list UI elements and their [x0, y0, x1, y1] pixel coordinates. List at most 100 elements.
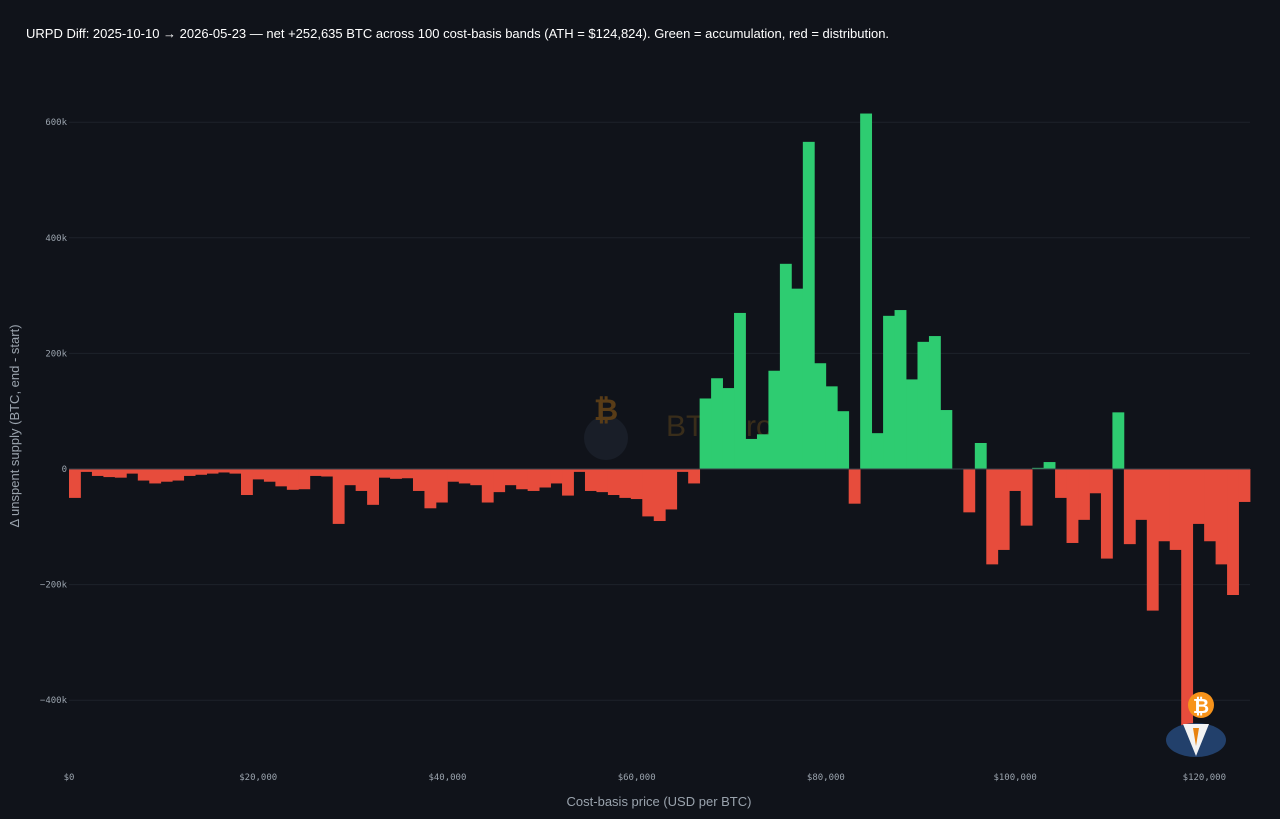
bar-distribution	[1146, 469, 1159, 611]
bar-distribution	[584, 469, 597, 491]
bar-distribution	[206, 469, 219, 474]
bar-accumulation	[825, 386, 838, 469]
bar-accumulation	[779, 263, 792, 469]
bar-distribution	[378, 469, 391, 478]
bar-distribution	[286, 469, 299, 490]
bar-distribution	[344, 469, 357, 486]
bar-accumulation	[860, 113, 873, 469]
bar-distribution	[1078, 469, 1090, 520]
bar-distribution	[447, 469, 460, 482]
bar-distribution	[688, 469, 701, 484]
bar-distribution	[493, 469, 506, 493]
x-tick-label: $80,000	[807, 773, 845, 783]
bar-distribution	[539, 469, 551, 488]
bar-accumulation	[699, 398, 712, 469]
bar-distribution	[321, 469, 334, 477]
bar-distribution	[642, 469, 655, 517]
x-tick-label: $60,000	[618, 773, 656, 783]
bar-accumulation	[974, 442, 987, 469]
bar-distribution	[218, 469, 230, 473]
bar-distribution	[997, 469, 1010, 550]
bar-distribution	[481, 469, 494, 503]
bar-distribution	[183, 469, 196, 476]
bar-accumulation	[745, 438, 758, 469]
bar-distribution	[1158, 469, 1171, 542]
bar-distribution	[91, 469, 104, 476]
bar-accumulation	[1112, 412, 1125, 469]
x-tick-label: $120,000	[1183, 773, 1226, 783]
bar-accumulation	[1032, 467, 1045, 469]
watermark-bitcoin-logo-icon: ₿	[584, 393, 628, 460]
bar-distribution	[1055, 469, 1067, 498]
bar-distribution	[1089, 469, 1102, 494]
grid-lines	[69, 121, 1250, 701]
bar-distribution	[516, 469, 529, 490]
bar-distribution	[1181, 469, 1194, 741]
y-tick-label: 400k	[45, 234, 67, 244]
bar-distribution	[1238, 469, 1251, 502]
bar-distribution	[562, 469, 574, 496]
bar-distribution	[355, 469, 368, 491]
y-axis-ticks: 600k 400k 200k 0 −200k −400k	[40, 118, 68, 706]
bar-distribution	[137, 469, 150, 481]
x-axis-ticks: $0 $20,000 $40,000 $60,000 $80,000 $100,000 $1…	[64, 773, 1226, 783]
bar-accumulation	[814, 363, 827, 469]
y-tick-label: 0	[62, 465, 67, 475]
bar-distribution	[573, 469, 586, 472]
bar-distribution	[229, 469, 242, 474]
bar-distribution	[424, 469, 437, 509]
bar-distribution	[263, 469, 276, 482]
bar-distribution	[1204, 469, 1217, 542]
bar-distribution	[435, 469, 448, 503]
y-tick-label: 600k	[45, 118, 67, 128]
bar-accumulation	[711, 378, 723, 469]
x-axis-label: Cost-basis price (USD per BTC)	[567, 794, 752, 809]
bar-accumulation	[928, 336, 941, 469]
bar-distribution	[676, 469, 689, 472]
bar-distribution	[1169, 469, 1182, 550]
bar-distribution	[1020, 469, 1033, 526]
bar-distribution	[367, 469, 379, 505]
bar-distribution	[1227, 469, 1239, 595]
bar-accumulation	[837, 411, 850, 469]
y-tick-label: −200k	[40, 581, 68, 591]
bar-distribution	[69, 469, 81, 498]
x-tick-label: $40,000	[428, 773, 466, 783]
bar-distribution	[1100, 469, 1113, 559]
bar-accumulation	[894, 310, 907, 469]
bar-accumulation	[722, 388, 735, 469]
bar-distribution	[986, 469, 999, 565]
bar-distribution	[160, 469, 173, 482]
bar-distribution	[1192, 469, 1205, 524]
bar-distribution	[390, 469, 402, 479]
bar-distribution	[309, 469, 322, 476]
bar-distribution	[332, 469, 345, 524]
bar-distribution	[412, 469, 425, 491]
bar-accumulation	[734, 312, 746, 469]
bar-accumulation	[756, 434, 769, 469]
bar-distribution	[1066, 469, 1079, 543]
bar-distribution	[607, 469, 620, 496]
bar-distribution	[458, 469, 471, 484]
bar-accumulation	[802, 141, 815, 469]
bar-distribution	[240, 469, 253, 496]
bar-distribution	[1215, 469, 1228, 565]
bar-distribution	[848, 469, 861, 504]
bar-distribution	[504, 469, 517, 486]
bar-accumulation	[768, 370, 781, 469]
bar-distribution	[114, 469, 127, 478]
bar-distribution	[527, 469, 540, 491]
bar-distribution	[401, 469, 414, 479]
bar-distribution	[630, 469, 643, 500]
bar-accumulation	[906, 379, 918, 469]
bar-distribution	[550, 469, 563, 484]
bar-distribution	[653, 469, 666, 522]
bar-accumulation	[883, 315, 895, 469]
bar-distribution	[126, 469, 139, 474]
bar-accumulation	[791, 288, 804, 469]
bar-distribution	[298, 469, 311, 490]
bar-distribution	[619, 469, 632, 498]
bar-distribution	[275, 469, 288, 487]
